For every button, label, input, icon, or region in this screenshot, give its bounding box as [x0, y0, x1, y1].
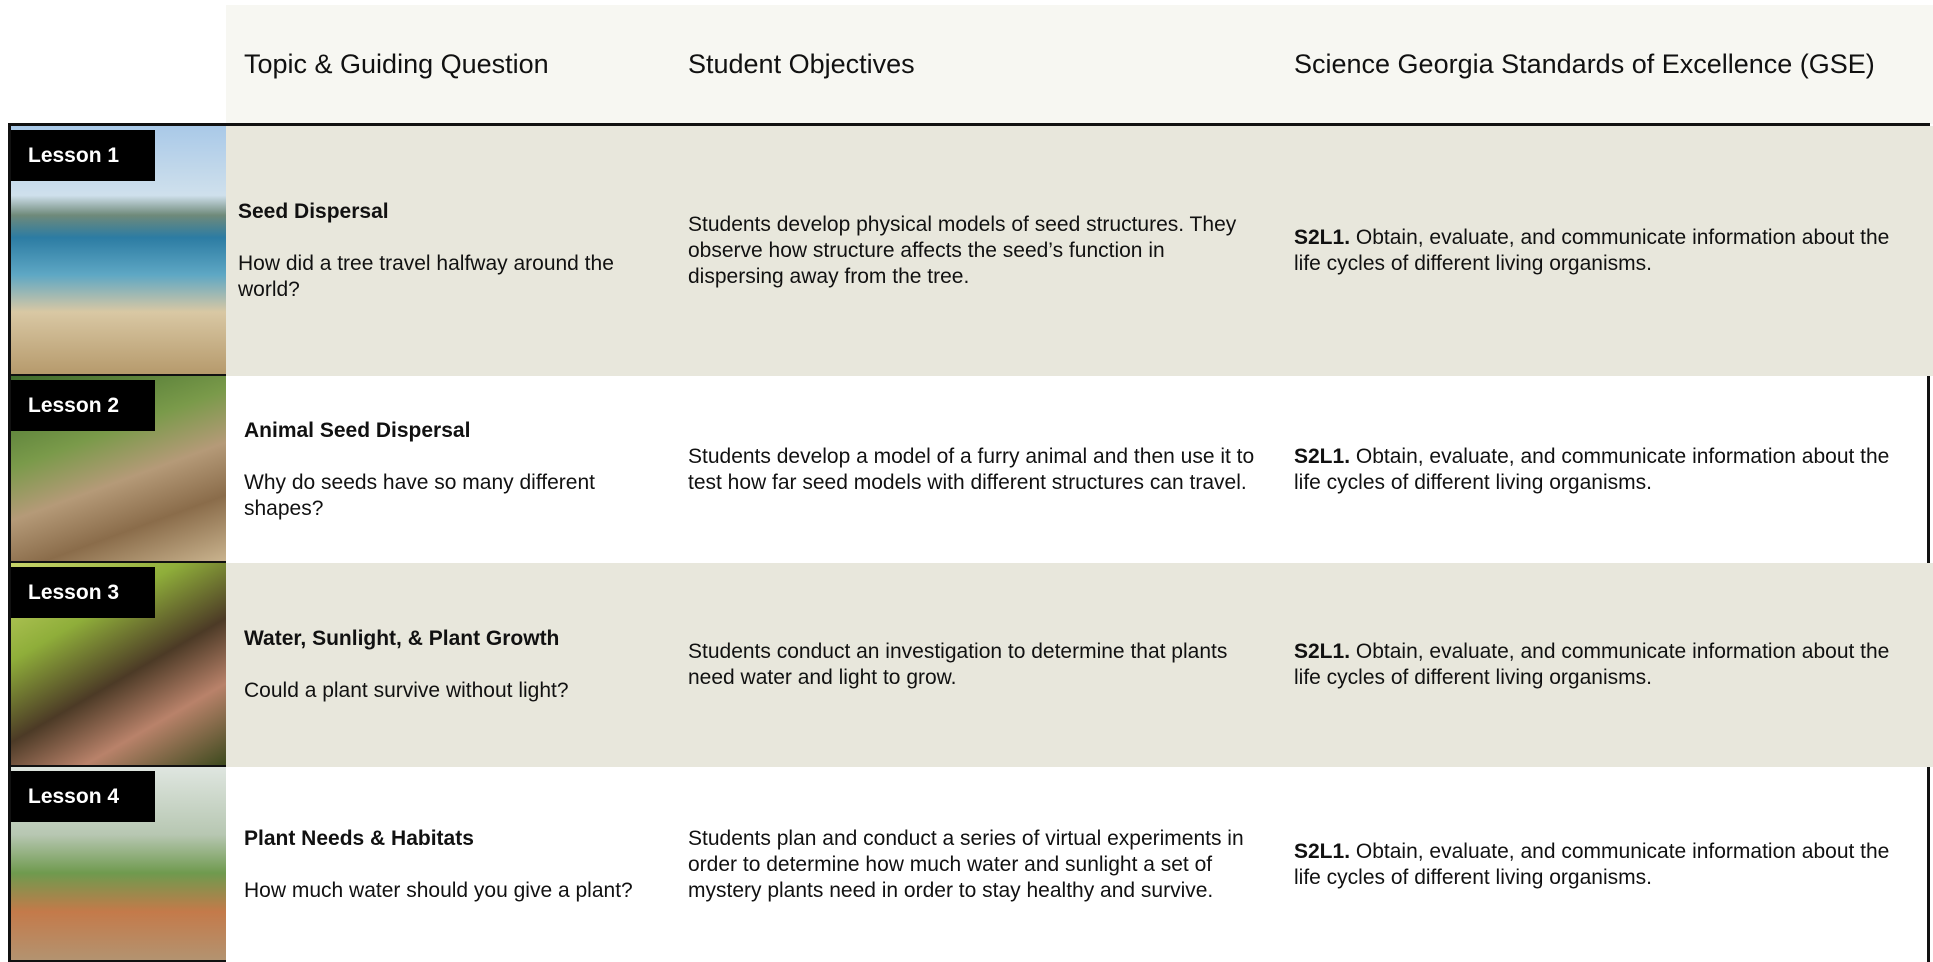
header-cell: Topic & Guiding Question — [244, 49, 549, 79]
lesson-image: Lesson 1 — [11, 126, 226, 376]
guiding-question: How did a tree travel halfway around the… — [238, 252, 614, 301]
topic-cell: Seed Dispersal How did a tree travel half… — [238, 126, 658, 376]
standard-code: S2L1. — [1294, 640, 1351, 663]
guiding-question: How much water should you give a plant? — [244, 878, 633, 902]
topic-title: Seed Dispersal — [238, 200, 389, 223]
topic-title: Animal Seed Dispersal — [244, 418, 471, 442]
topic-title: Water, Sunlight, & Plant Growth — [244, 627, 560, 650]
header-cell: Science Georgia Standards of Excellence … — [1294, 49, 1875, 79]
topic-cell: Plant Needs & Habitats How much water sho… — [244, 767, 664, 962]
standard-code: S2L1. — [1294, 226, 1351, 249]
lesson-label: Lesson 4 — [11, 771, 155, 822]
standard-text: Obtain, evaluate, and communicate inform… — [1294, 226, 1890, 275]
row-bg — [226, 126, 1933, 376]
objective: Students plan and conduct a series of vi… — [688, 826, 1244, 902]
standard-code: S2L1. — [1294, 444, 1351, 468]
lesson-label: Lesson 1 — [11, 130, 155, 181]
guiding-question: Why do seeds have so many different shap… — [244, 470, 595, 520]
topic-cell: Water, Sunlight, & Plant Growth Could a p… — [244, 563, 664, 767]
lesson-label: Lesson 3 — [11, 567, 155, 618]
objective: Students develop physical models of seed… — [688, 213, 1237, 288]
standard-cell: S2L1. Obtain, evaluate, and communicate … — [1294, 376, 1894, 563]
standard-cell: S2L1. Obtain, evaluate, and communicate … — [1294, 767, 1894, 962]
standard-text: Obtain, evaluate, and communicate inform… — [1294, 444, 1890, 494]
standard-text: Obtain, evaluate, and communicate inform… — [1294, 839, 1890, 889]
lesson-image: Lesson 3 — [11, 563, 226, 767]
objective: Students develop a model of a furry anim… — [688, 444, 1255, 494]
topic-cell: Animal Seed Dispersal Why do seeds have s… — [244, 376, 664, 563]
lesson-image: Lesson 2 — [11, 376, 226, 563]
standard-cell: S2L1. Obtain, evaluate, and communicate … — [1294, 563, 1894, 767]
row-bg — [226, 563, 1933, 767]
standard-text: Obtain, evaluate, and communicate inform… — [1294, 640, 1890, 689]
header-bar — [226, 5, 1933, 124]
table-border — [8, 123, 1930, 962]
lesson-image: Lesson 4 — [11, 767, 226, 962]
guiding-question: Could a plant survive without light? — [244, 679, 569, 702]
standard-code: S2L1. — [1294, 839, 1351, 863]
standard-cell: S2L1. Obtain, evaluate, and communicate … — [1294, 126, 1894, 376]
header-cell: Student Objectives — [688, 49, 915, 79]
topic-title: Plant Needs & Habitats — [244, 826, 474, 850]
lesson-label: Lesson 2 — [11, 380, 155, 431]
objective: Students conduct an investigation to det… — [688, 640, 1228, 689]
